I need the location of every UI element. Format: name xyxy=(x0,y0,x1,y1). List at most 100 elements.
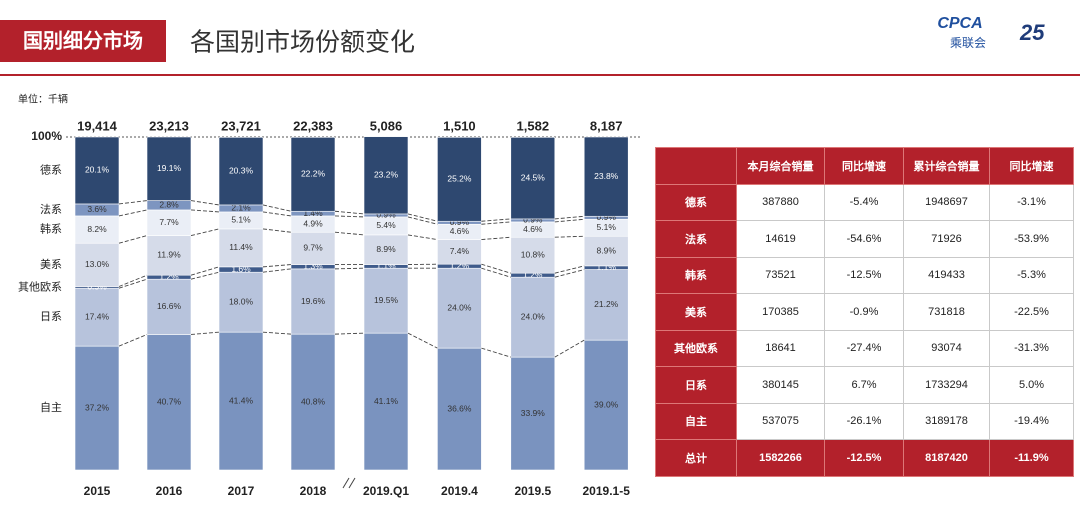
table-cell: 3189178 xyxy=(903,402,990,440)
total-label: 23,721 xyxy=(221,118,261,133)
bar-segment xyxy=(74,136,120,205)
connector xyxy=(554,339,585,358)
total-label: 8,187 xyxy=(590,118,623,133)
segment-label: 0.9% xyxy=(450,217,470,227)
bar-segment xyxy=(218,228,264,268)
row-header: 日系 xyxy=(655,366,737,404)
table-row: 韩系 73521 -12.5% 419433 -5.3% xyxy=(655,256,1074,294)
connector xyxy=(554,215,585,220)
bar-segment xyxy=(146,235,192,276)
segment-label: 19.5% xyxy=(374,295,399,305)
bar-segment xyxy=(437,239,482,265)
segment-label: 3.6% xyxy=(87,204,107,214)
connector xyxy=(190,209,220,213)
segment-label: 16.6% xyxy=(157,301,182,311)
segment-label: 4.9% xyxy=(303,218,323,228)
connector xyxy=(262,211,292,217)
connector xyxy=(190,266,220,276)
table-cell: -11.9% xyxy=(989,439,1074,477)
x-tick-label: 2019.5 xyxy=(514,484,551,498)
connector xyxy=(190,331,220,335)
segment-label: 1.4% xyxy=(303,208,323,218)
connector xyxy=(407,213,438,222)
table-cell: 170385 xyxy=(736,293,825,331)
segment-label: 13.0% xyxy=(85,259,110,269)
total-label: 22,383 xyxy=(293,118,333,133)
bar-segment xyxy=(146,136,192,201)
segment-label: 1.1% xyxy=(597,262,617,272)
connector xyxy=(118,235,148,244)
bar-segment xyxy=(437,137,482,222)
x-tick-label: 2019.4 xyxy=(441,484,478,498)
bar-segment xyxy=(583,136,629,217)
segment-label: 1.2% xyxy=(159,271,179,281)
section-box xyxy=(0,20,166,62)
table-cell: 18641 xyxy=(736,329,825,367)
bar-segment xyxy=(74,345,120,471)
segment-label: 25.2% xyxy=(447,174,472,184)
segment-label: 24.5% xyxy=(521,172,546,182)
header-row: 本月综合销量 同比增速 累计综合销量 同比增速 xyxy=(655,147,1074,185)
header-cell: 本月综合销量 xyxy=(736,147,825,185)
table-cell: 1582266 xyxy=(736,439,825,477)
row-header: 韩系 xyxy=(655,256,737,294)
segment-label: 11.9% xyxy=(157,250,181,260)
unit: 单位：千辆 xyxy=(18,93,68,106)
bar-segment xyxy=(74,242,120,287)
connector xyxy=(334,332,365,335)
connector xyxy=(262,268,292,273)
connector xyxy=(118,334,148,347)
segment-label: 1.1% xyxy=(376,261,396,271)
section-title: 国别细分市场 xyxy=(23,28,143,52)
connector xyxy=(118,200,148,205)
table-cell: -22.5% xyxy=(989,293,1074,331)
segment-label: 1.6% xyxy=(231,264,251,274)
segment-label: 40.8% xyxy=(301,396,326,406)
connector xyxy=(190,228,220,237)
row-header: 法系 xyxy=(655,220,737,258)
connector xyxy=(481,221,511,225)
table-cell: -5.4% xyxy=(824,183,904,221)
table-cell: 387880 xyxy=(736,183,825,221)
segment-label: 37.2% xyxy=(85,402,110,412)
x-tick-label: 2019.1-5 xyxy=(583,484,631,498)
bar-segment xyxy=(290,231,336,265)
axis-break xyxy=(342,477,356,489)
table-cell: 380145 xyxy=(736,366,825,404)
bar-segment xyxy=(363,136,409,215)
table-row: 其他欧系 18641 -27.4% 93074 -31.3% xyxy=(655,329,1074,367)
table-cell: 93074 xyxy=(903,329,990,367)
row-header: 美系 xyxy=(655,293,737,331)
segment-label: 0.9% xyxy=(597,212,617,222)
series-label: 美系 xyxy=(40,258,62,271)
total-label: 19,414 xyxy=(77,118,118,133)
table-row: 美系 170385 -0.9% 731818 -22.5% xyxy=(655,293,1074,331)
segment-label: 0.9% xyxy=(376,210,396,220)
segment-label: 5.4% xyxy=(376,220,396,230)
table-cell: -54.6% xyxy=(824,220,904,258)
table-row: 德系 387880 -5.4% 1948697 -3.1% xyxy=(655,183,1074,221)
anniversary: 25 xyxy=(1019,20,1045,45)
connector xyxy=(118,209,148,217)
bar-segment xyxy=(290,333,336,471)
segment-label: 7.4% xyxy=(450,246,470,256)
table-cell: -3.1% xyxy=(989,183,1074,221)
connector xyxy=(554,265,585,274)
connector xyxy=(481,236,511,241)
page-title: 各国别市场份额变化 xyxy=(190,29,415,57)
table-cell: -31.3% xyxy=(989,329,1074,367)
row-header: 总计 xyxy=(655,439,737,477)
segment-label: 40.7% xyxy=(157,396,182,406)
series-label: 其他欧系 xyxy=(18,280,62,293)
bar-segment xyxy=(363,332,409,471)
x-tick-label: 2019.Q1 xyxy=(363,484,409,498)
segment-label: 0.9% xyxy=(523,215,543,225)
segment-label: 39.0% xyxy=(594,399,619,409)
bar-segment xyxy=(510,137,556,220)
segment-label: 4.6% xyxy=(450,226,470,236)
segment-label: 4.6% xyxy=(523,224,543,234)
connector xyxy=(481,263,511,274)
x-tick-label: 2016 xyxy=(156,484,183,498)
